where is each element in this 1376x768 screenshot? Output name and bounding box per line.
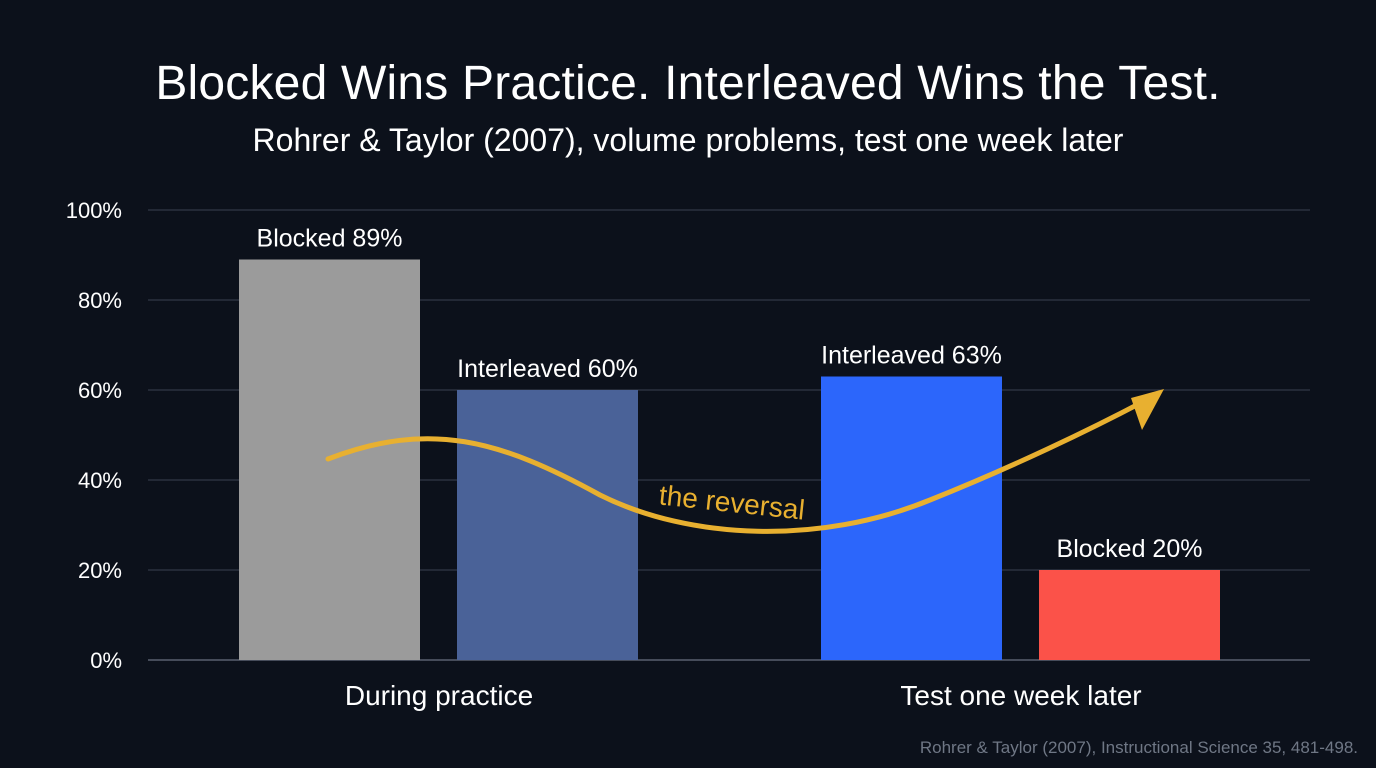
reversal-annotation: the reversal (325, 389, 1164, 534)
bar-value-label: Interleaved 60% (457, 355, 638, 383)
x-category-label: During practice (345, 680, 533, 711)
bar-blocked-test (1039, 570, 1220, 660)
bar-value-label: Blocked 89% (257, 225, 403, 253)
chart-title: Blocked Wins Practice. Interleaved Wins … (155, 57, 1221, 110)
bar-interleaved-practice (457, 390, 638, 660)
x-axis: During practice Test one week later (345, 680, 1142, 711)
chart-subtitle: Rohrer & Taylor (2007), volume problems,… (252, 122, 1124, 158)
reversal-arrow (325, 395, 1153, 534)
reversal-arrow-head (1131, 389, 1164, 430)
bar-value-label: Blocked 20% (1057, 535, 1203, 563)
y-tick-label: 100% (66, 198, 122, 223)
x-category-label: Test one week later (900, 680, 1141, 711)
bar-interleaved-test (821, 376, 1002, 660)
bar-labels: Blocked 89% Interleaved 60% Interleaved 63… (257, 225, 1203, 564)
y-tick-label: 20% (78, 558, 122, 583)
y-axis: 0% 20% 40% 60% 80% 100% (66, 198, 122, 673)
bar-value-label: Interleaved 63% (821, 342, 1002, 370)
y-tick-label: 60% (78, 378, 122, 403)
y-tick-label: 0% (90, 648, 122, 673)
bars (239, 259, 1220, 660)
y-tick-label: 40% (78, 468, 122, 493)
reversal-label: the reversal (658, 479, 807, 525)
source-citation: Rohrer & Taylor (2007), Instructional Sc… (919, 738, 1358, 757)
y-tick-label: 80% (78, 288, 122, 313)
